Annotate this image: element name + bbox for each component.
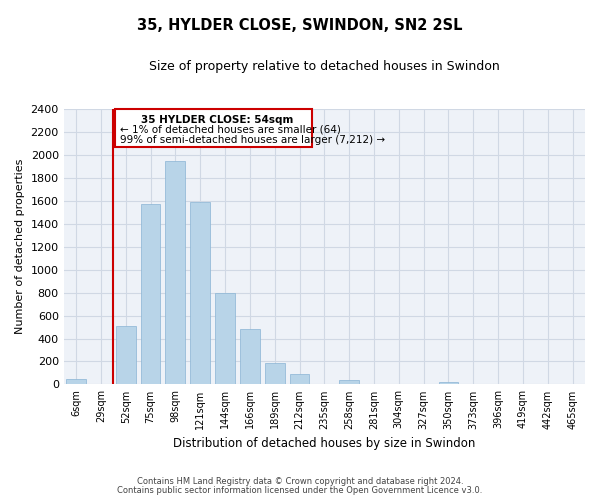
Title: Size of property relative to detached houses in Swindon: Size of property relative to detached ho… [149,60,500,73]
Bar [166,160,185,384]
Bar [265,363,284,384]
Bar [240,330,260,384]
Bar [290,374,310,384]
Text: Contains public sector information licensed under the Open Government Licence v3: Contains public sector information licen… [118,486,482,495]
Bar [190,202,210,384]
Text: 99% of semi-detached houses are larger (7,212) →: 99% of semi-detached houses are larger (… [119,136,385,145]
X-axis label: Distribution of detached houses by size in Swindon: Distribution of detached houses by size … [173,437,476,450]
Bar [116,326,136,384]
Text: 35 HYLDER CLOSE: 54sqm: 35 HYLDER CLOSE: 54sqm [141,115,293,125]
Text: Contains HM Land Registry data © Crown copyright and database right 2024.: Contains HM Land Registry data © Crown c… [137,477,463,486]
Bar [439,382,458,384]
Bar [140,204,160,384]
Bar [215,292,235,384]
FancyBboxPatch shape [115,109,312,148]
Bar [339,380,359,384]
Text: 35, HYLDER CLOSE, SWINDON, SN2 2SL: 35, HYLDER CLOSE, SWINDON, SN2 2SL [137,18,463,32]
Bar [66,378,86,384]
Text: ← 1% of detached houses are smaller (64): ← 1% of detached houses are smaller (64) [119,125,340,135]
Y-axis label: Number of detached properties: Number of detached properties [15,159,25,334]
